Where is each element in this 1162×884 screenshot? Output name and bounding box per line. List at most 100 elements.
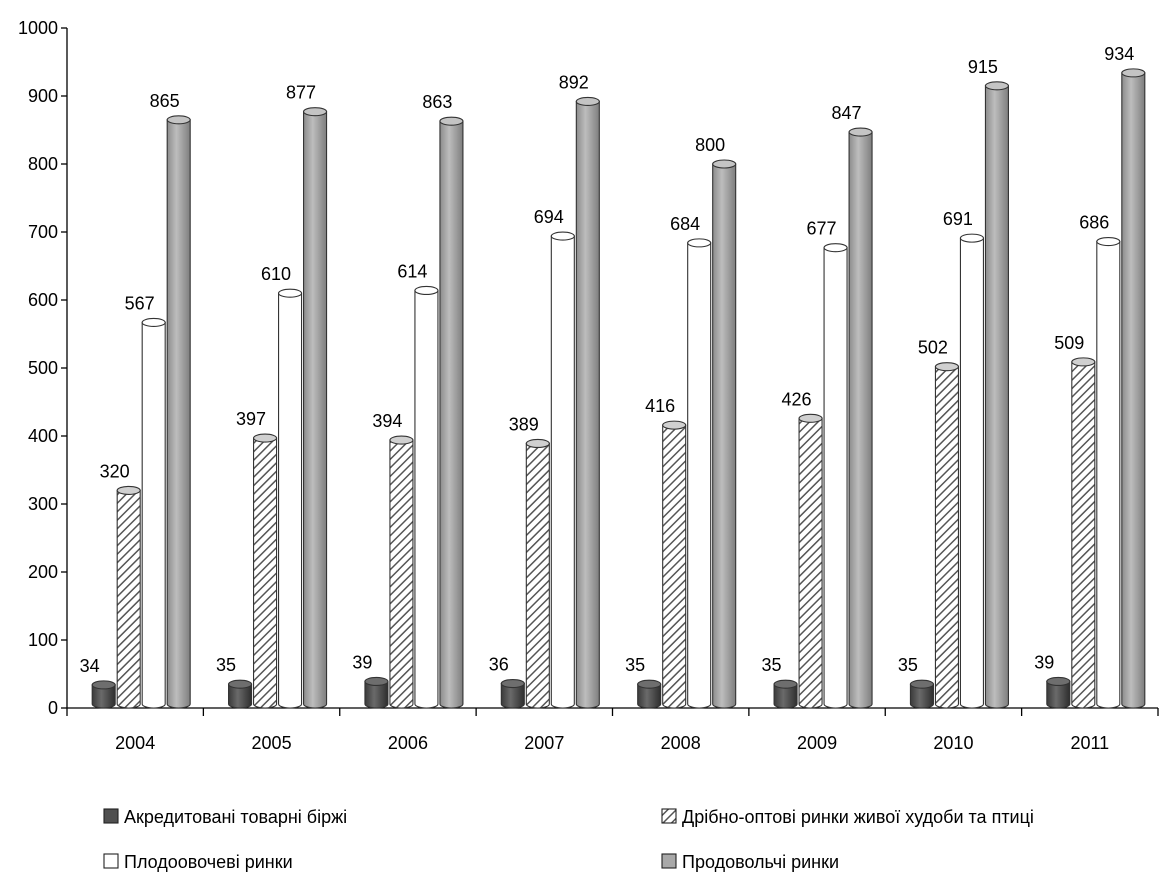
legend-item: Акредитовані товарні біржі [103,807,347,827]
bar-body [364,680,389,709]
bar-top [1046,676,1071,687]
bar [1071,357,1096,709]
bar-body [823,247,848,709]
bar-top [141,317,166,327]
bar-top [116,485,141,495]
bar-top [909,679,934,689]
y-tick-label: 0 [48,698,58,718]
bar-body [253,437,278,709]
data-label: 614 [397,261,427,281]
bar-body [662,424,687,709]
bar [773,679,798,709]
bar [909,679,934,709]
data-label: 934 [1104,44,1134,64]
x-tick-label: 2005 [252,733,292,753]
bar-top [1096,236,1121,247]
x-tick-label: 2008 [661,733,701,753]
bar-body [848,131,873,709]
data-label: 426 [782,389,812,409]
data-label: 35 [898,655,918,675]
bar [228,679,253,709]
data-label: 39 [352,652,372,672]
bar-body [1096,240,1121,709]
legend-item: Дрібно-оптові ринки живої худоби та птиц… [661,807,1034,827]
bars [91,68,1146,709]
bar-top [798,413,823,423]
bar-top [662,420,687,430]
x-tick-label: 2006 [388,733,428,753]
bar-body [909,683,934,709]
bar-top [687,238,712,248]
legend-label: Плодоовочеві ринки [124,852,293,872]
bar [439,116,464,709]
bar-body [934,366,959,709]
data-label: 691 [943,209,973,229]
y-tick-label: 400 [28,426,58,446]
x-tick-label: 2011 [1070,733,1109,753]
data-label: 416 [645,396,675,416]
bar [823,243,848,709]
bar [414,285,439,709]
bar [364,676,389,709]
bar-body [116,489,141,709]
bar-top [637,679,662,689]
bar [91,680,116,709]
x-tick-label: 2009 [797,733,837,753]
data-label: 877 [286,83,316,103]
data-label: 686 [1079,213,1109,233]
bar [116,485,141,709]
bar-body [414,289,439,709]
bar-top [500,678,525,689]
bar [389,435,414,709]
bar-top [389,435,414,445]
bar [662,420,687,709]
y-tick-label: 600 [28,290,58,310]
y-tick-label: 800 [28,154,58,174]
bar-top [984,81,1009,91]
y-tick-label: 900 [28,86,58,106]
y-tick-label: 300 [28,494,58,514]
bar-top [848,127,873,137]
bar-top [525,438,550,449]
bar-top [1071,357,1096,367]
bar-top [934,362,959,372]
y-tick-label: 100 [28,630,58,650]
data-labels: 34 320 567 865 35 397 610 877 39 394 614 863 36 389 69… [80,44,1135,676]
bar-body [1046,680,1071,709]
bar-body [1071,361,1096,709]
y-tick-label: 500 [28,358,58,378]
bar [500,678,525,709]
bar [575,96,600,709]
bar-top [1121,68,1146,78]
data-label: 320 [100,461,130,481]
data-label: 915 [968,57,998,77]
data-label: 389 [509,414,539,434]
data-label: 394 [372,411,402,431]
legend-item: Плодоовочеві ринки [103,852,293,872]
bar [550,231,575,709]
data-label: 34 [80,656,100,676]
legend: Акредитовані товарні біржі Дрібно-оптові … [103,807,1034,872]
bar [712,159,737,709]
bar [141,317,166,709]
bar-top [253,433,278,443]
data-label: 39 [1034,652,1054,672]
legend-swatch [661,853,677,869]
bar [166,115,191,709]
bar-body [439,120,464,709]
bar-top [550,231,575,241]
y-tick-label: 1000 [18,18,58,38]
bar [687,238,712,709]
data-label: 694 [534,207,564,227]
bar-top [166,115,191,125]
bar-top [959,233,984,243]
data-label: 567 [125,293,155,313]
data-label: 35 [216,655,236,675]
bar [278,288,303,709]
bar-body [91,684,116,709]
bar-body [303,111,328,709]
bar-body [525,442,550,709]
bar-body [228,683,253,709]
data-label: 892 [559,72,589,92]
